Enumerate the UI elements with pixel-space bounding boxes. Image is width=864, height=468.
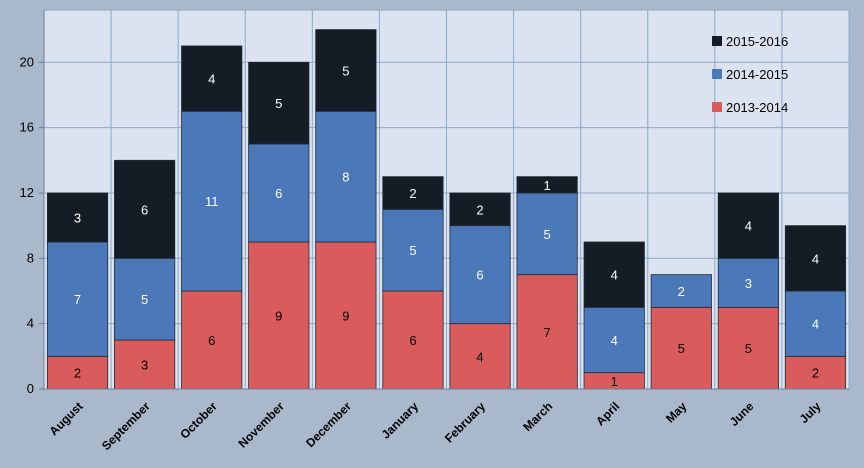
bar-segment-2015-2016 bbox=[181, 45, 243, 112]
x-tick-label: September bbox=[99, 399, 153, 453]
bar-segment-2015-2016 bbox=[516, 176, 578, 194]
data-label: 4 bbox=[611, 333, 618, 348]
data-label: 6 bbox=[476, 268, 483, 283]
data-label: 5 bbox=[141, 292, 148, 307]
data-label: 3 bbox=[141, 357, 148, 372]
data-label: 4 bbox=[208, 72, 215, 87]
data-label: 4 bbox=[812, 251, 819, 266]
data-label: 7 bbox=[74, 292, 81, 307]
x-tick-label: October bbox=[177, 399, 220, 442]
bar-segment-2013-2014 bbox=[382, 290, 444, 390]
bar-segment-2014-2015 bbox=[449, 225, 511, 325]
bar-segment-2015-2016 bbox=[315, 29, 377, 112]
bar-segment-2015-2016 bbox=[46, 192, 109, 243]
data-label: 6 bbox=[409, 333, 416, 348]
x-tick-label: January bbox=[379, 399, 422, 442]
data-label: 9 bbox=[342, 308, 349, 323]
bars-layer bbox=[46, 29, 847, 390]
x-tick-label: February bbox=[442, 399, 488, 445]
x-tick-label: December bbox=[303, 399, 354, 450]
bar-segment-2013-2014 bbox=[315, 241, 377, 390]
bar-segment-2014-2015 bbox=[114, 257, 176, 341]
bar-segment-2014-2015 bbox=[181, 110, 243, 292]
bar-segment-2014-2015 bbox=[650, 274, 712, 308]
y-tick-label: 4 bbox=[27, 316, 34, 331]
x-tick-label: August bbox=[47, 399, 86, 438]
data-label: 7 bbox=[544, 325, 551, 340]
data-label: 2 bbox=[409, 186, 416, 201]
data-label: 2 bbox=[678, 284, 685, 299]
legend-label: 2013-2014 bbox=[726, 100, 788, 115]
bar-segment-2014-2015 bbox=[315, 110, 377, 243]
data-label: 11 bbox=[205, 194, 219, 209]
data-label: 3 bbox=[74, 210, 81, 225]
data-label: 4 bbox=[611, 268, 618, 283]
legend-label: 2015-2016 bbox=[726, 34, 788, 49]
legend-swatch bbox=[712, 36, 722, 46]
bar-segment-2013-2014 bbox=[516, 274, 578, 390]
bar-segment-2014-2015 bbox=[46, 241, 109, 357]
bar-segment-2015-2016 bbox=[114, 159, 176, 259]
data-label: 2 bbox=[476, 202, 483, 217]
data-label: 5 bbox=[678, 341, 685, 356]
data-label: 5 bbox=[409, 243, 416, 258]
data-label: 6 bbox=[275, 186, 282, 201]
bar-segment-2013-2014 bbox=[114, 339, 176, 390]
legend-swatch bbox=[712, 102, 722, 112]
data-label: 6 bbox=[208, 333, 215, 348]
bar-segment-2015-2016 bbox=[717, 192, 779, 259]
x-tick-label: May bbox=[663, 399, 690, 426]
x-tick-label: November bbox=[236, 399, 288, 451]
bar-segment-2015-2016 bbox=[382, 176, 444, 210]
legend: 2015-2016 2014-2015 2013-2014 bbox=[712, 34, 788, 115]
y-tick-label: 0 bbox=[27, 381, 34, 396]
x-tick-label: April bbox=[593, 399, 622, 428]
y-tick-label: 8 bbox=[27, 250, 34, 265]
y-tick-label: 20 bbox=[20, 54, 34, 69]
x-tick-label: March bbox=[520, 399, 555, 434]
data-label: 5 bbox=[342, 63, 349, 78]
data-label: 4 bbox=[745, 219, 752, 234]
bar-segment-2013-2014 bbox=[784, 355, 847, 390]
y-tick-label: 16 bbox=[20, 120, 34, 135]
data-label: 5 bbox=[275, 96, 282, 111]
data-label: 2 bbox=[812, 366, 819, 381]
data-label: 1 bbox=[544, 178, 551, 193]
data-label: 9 bbox=[275, 308, 282, 323]
data-label: 3 bbox=[745, 276, 752, 291]
data-label: 6 bbox=[141, 202, 148, 217]
legend-swatch bbox=[712, 69, 722, 79]
y-tick-label: 12 bbox=[20, 185, 34, 200]
data-label: 5 bbox=[745, 341, 752, 356]
x-tick-label: July bbox=[797, 399, 824, 426]
bar-segment-2015-2016 bbox=[449, 192, 511, 227]
bar-segment-2014-2015 bbox=[717, 257, 779, 308]
data-label: 2 bbox=[74, 366, 81, 381]
bar-segment-2013-2014 bbox=[449, 323, 511, 390]
data-label: 4 bbox=[812, 317, 819, 332]
data-label: 1 bbox=[611, 374, 618, 389]
legend-label: 2014-2015 bbox=[726, 67, 788, 82]
bar-segment-2015-2016 bbox=[248, 61, 310, 145]
bar-segment-2015-2016 bbox=[583, 241, 645, 308]
grid-layer bbox=[44, 10, 849, 389]
data-label: 8 bbox=[342, 170, 349, 185]
bar-segment-2013-2014 bbox=[248, 241, 310, 390]
bar-segment-2015-2016 bbox=[784, 225, 847, 292]
data-label: 5 bbox=[544, 227, 551, 242]
x-tick-label: June bbox=[727, 399, 757, 429]
bar-segment-2014-2015 bbox=[248, 143, 310, 243]
data-label: 4 bbox=[476, 349, 483, 364]
bar-segment-2014-2015 bbox=[583, 306, 645, 374]
